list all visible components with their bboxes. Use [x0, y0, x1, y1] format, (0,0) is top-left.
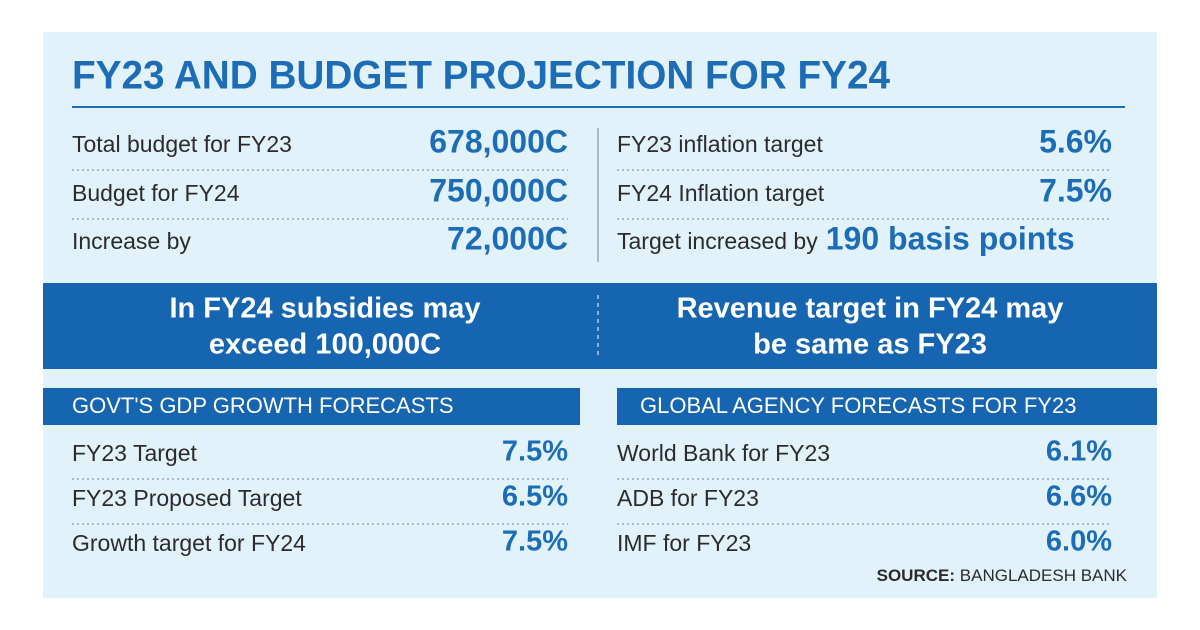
- row-value: 7.5%: [502, 526, 568, 558]
- title: FY23 AND BUDGET PROJECTION FOR FY24: [72, 54, 891, 98]
- row-label: Growth target for FY24: [72, 530, 306, 556]
- row-label: Total budget for FY23: [72, 131, 292, 157]
- row-label: FY23 Target: [72, 440, 197, 466]
- row-value: 6.6%: [1046, 481, 1112, 513]
- row-label: FY23 Proposed Target: [72, 485, 302, 511]
- row-value: 7.5%: [502, 436, 568, 468]
- row-label: Increase by: [72, 228, 191, 254]
- section-header: [617, 388, 1157, 425]
- section-header: [43, 388, 580, 425]
- banner-text: exceed 100,000C: [209, 329, 441, 361]
- banner-text: Revenue target in FY24 may: [677, 293, 1064, 325]
- row-label: Target increased by: [617, 228, 818, 254]
- row-value: 5.6%: [1039, 123, 1112, 159]
- row-value: 6.1%: [1046, 436, 1112, 468]
- row-value: 6.5%: [502, 481, 568, 513]
- source: SOURCE: BANGLADESH BANK: [877, 566, 1128, 585]
- row-label: Budget for FY24: [72, 180, 240, 206]
- section-title: GOVT'S GDP GROWTH FORECASTS: [72, 393, 454, 418]
- row-label: World Bank for FY23: [617, 440, 830, 466]
- row-label: ADB for FY23: [617, 485, 759, 511]
- source-name: BANGLADESH BANK: [960, 566, 1128, 585]
- row-value: 190 basis points: [826, 220, 1075, 256]
- banner: [43, 283, 1157, 369]
- row-label: IMF for FY23: [617, 530, 751, 556]
- row-label: FY24 Inflation target: [617, 180, 825, 206]
- banner-text: be same as FY23: [753, 329, 987, 361]
- section-title: GLOBAL AGENCY FORECASTS FOR FY23: [640, 393, 1076, 418]
- row-value: 750,000C: [429, 172, 568, 208]
- row-label: FY23 inflation target: [617, 131, 823, 157]
- row-value: 678,000C: [429, 123, 568, 159]
- row-value: 6.0%: [1046, 526, 1112, 558]
- banner-text: In FY24 subsidies may: [169, 293, 480, 325]
- source-label: SOURCE:: [877, 566, 955, 585]
- row-value: 72,000C: [447, 220, 568, 256]
- row-value: 7.5%: [1039, 172, 1112, 208]
